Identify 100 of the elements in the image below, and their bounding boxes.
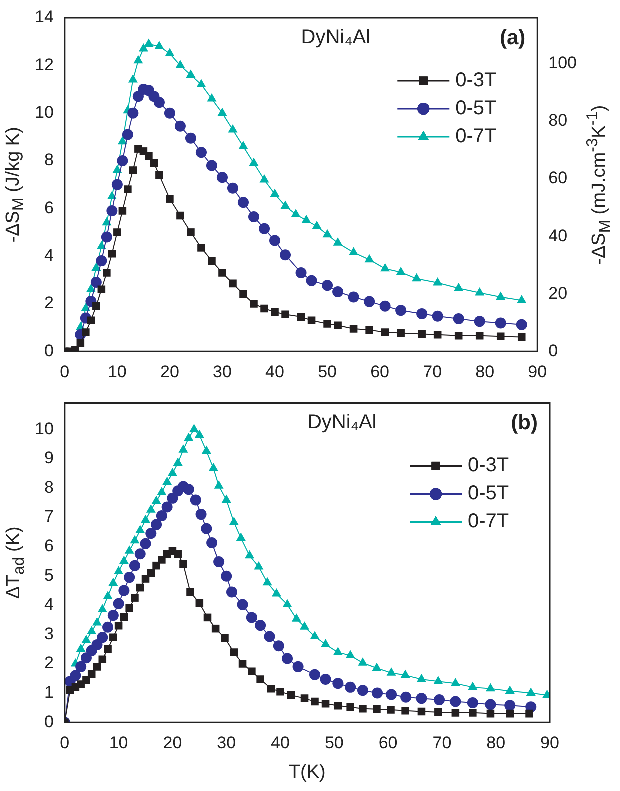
point	[156, 171, 164, 180]
point	[202, 446, 212, 454]
point	[434, 331, 442, 339]
point	[416, 308, 428, 320]
point	[98, 656, 107, 664]
point	[246, 612, 258, 624]
point	[114, 566, 124, 574]
y-tick-label: 14	[34, 8, 54, 27]
point	[162, 502, 173, 513]
point	[386, 668, 396, 676]
point	[418, 708, 426, 716]
point	[122, 129, 134, 140]
x-tick-label: 20	[160, 362, 180, 382]
x-tick-label: 30	[217, 733, 236, 752]
point	[130, 535, 140, 544]
point	[386, 689, 398, 700]
point	[248, 668, 256, 676]
x-tick-label: 40	[271, 733, 290, 752]
point	[282, 599, 292, 608]
point	[416, 693, 428, 704]
point	[357, 685, 368, 696]
y-tick-label: 12	[34, 55, 54, 74]
point	[112, 179, 123, 190]
point	[474, 316, 486, 328]
point	[452, 709, 460, 717]
point	[128, 108, 139, 119]
point	[92, 639, 103, 650]
point	[300, 622, 310, 630]
point	[450, 678, 460, 686]
point	[154, 41, 164, 50]
y-tick-label: 8	[44, 150, 54, 170]
y2-tick-label: 80	[548, 111, 568, 130]
point	[238, 660, 247, 668]
point	[164, 108, 176, 119]
point	[396, 266, 406, 276]
point	[80, 652, 92, 664]
point	[144, 38, 154, 47]
point	[152, 496, 162, 504]
y-tick-label: 10	[34, 419, 54, 438]
point	[146, 504, 156, 513]
point	[129, 560, 140, 572]
point	[346, 703, 354, 712]
point	[476, 332, 484, 340]
point	[97, 632, 108, 644]
point	[506, 710, 514, 718]
point	[333, 647, 343, 656]
point	[186, 588, 194, 596]
point	[183, 484, 194, 496]
point	[254, 562, 264, 570]
y-tick-label: 4	[44, 595, 54, 614]
point	[312, 221, 322, 230]
point	[292, 614, 302, 622]
point	[271, 308, 279, 316]
point	[108, 610, 119, 622]
point	[387, 706, 395, 714]
point	[229, 280, 237, 288]
point	[504, 700, 516, 712]
point	[259, 223, 270, 234]
point	[221, 570, 232, 582]
x-tick-label: 60	[370, 362, 390, 382]
point	[324, 320, 332, 328]
point	[322, 700, 330, 708]
point	[349, 247, 359, 256]
point	[322, 280, 334, 292]
point	[136, 525, 146, 534]
point	[194, 430, 204, 438]
y-tick-label: 3	[44, 624, 54, 644]
point	[185, 132, 196, 144]
point	[196, 79, 206, 88]
point	[249, 158, 259, 166]
point	[311, 698, 319, 706]
x-tick-label: 70	[432, 733, 452, 752]
legend-label: 0-3T	[456, 70, 497, 92]
point	[227, 182, 238, 194]
point	[402, 706, 410, 715]
point	[134, 548, 146, 560]
point	[364, 296, 376, 308]
point	[237, 599, 248, 610]
point	[206, 537, 218, 548]
point	[76, 339, 85, 348]
point	[332, 286, 344, 298]
point	[400, 692, 412, 703]
point	[495, 318, 506, 329]
point	[176, 60, 186, 68]
point	[167, 492, 178, 504]
point	[92, 617, 102, 626]
point	[280, 200, 290, 209]
point	[218, 269, 226, 277]
point	[412, 273, 422, 282]
point	[434, 676, 444, 684]
legend-label: 0-7T	[468, 510, 510, 533]
point	[216, 172, 228, 184]
point	[184, 432, 194, 442]
x-tick-label: 0	[60, 733, 70, 752]
point	[134, 55, 144, 64]
point	[485, 699, 496, 710]
point	[124, 572, 136, 584]
y-tick-label: 8	[44, 478, 54, 497]
point	[262, 577, 272, 586]
point	[70, 670, 82, 682]
